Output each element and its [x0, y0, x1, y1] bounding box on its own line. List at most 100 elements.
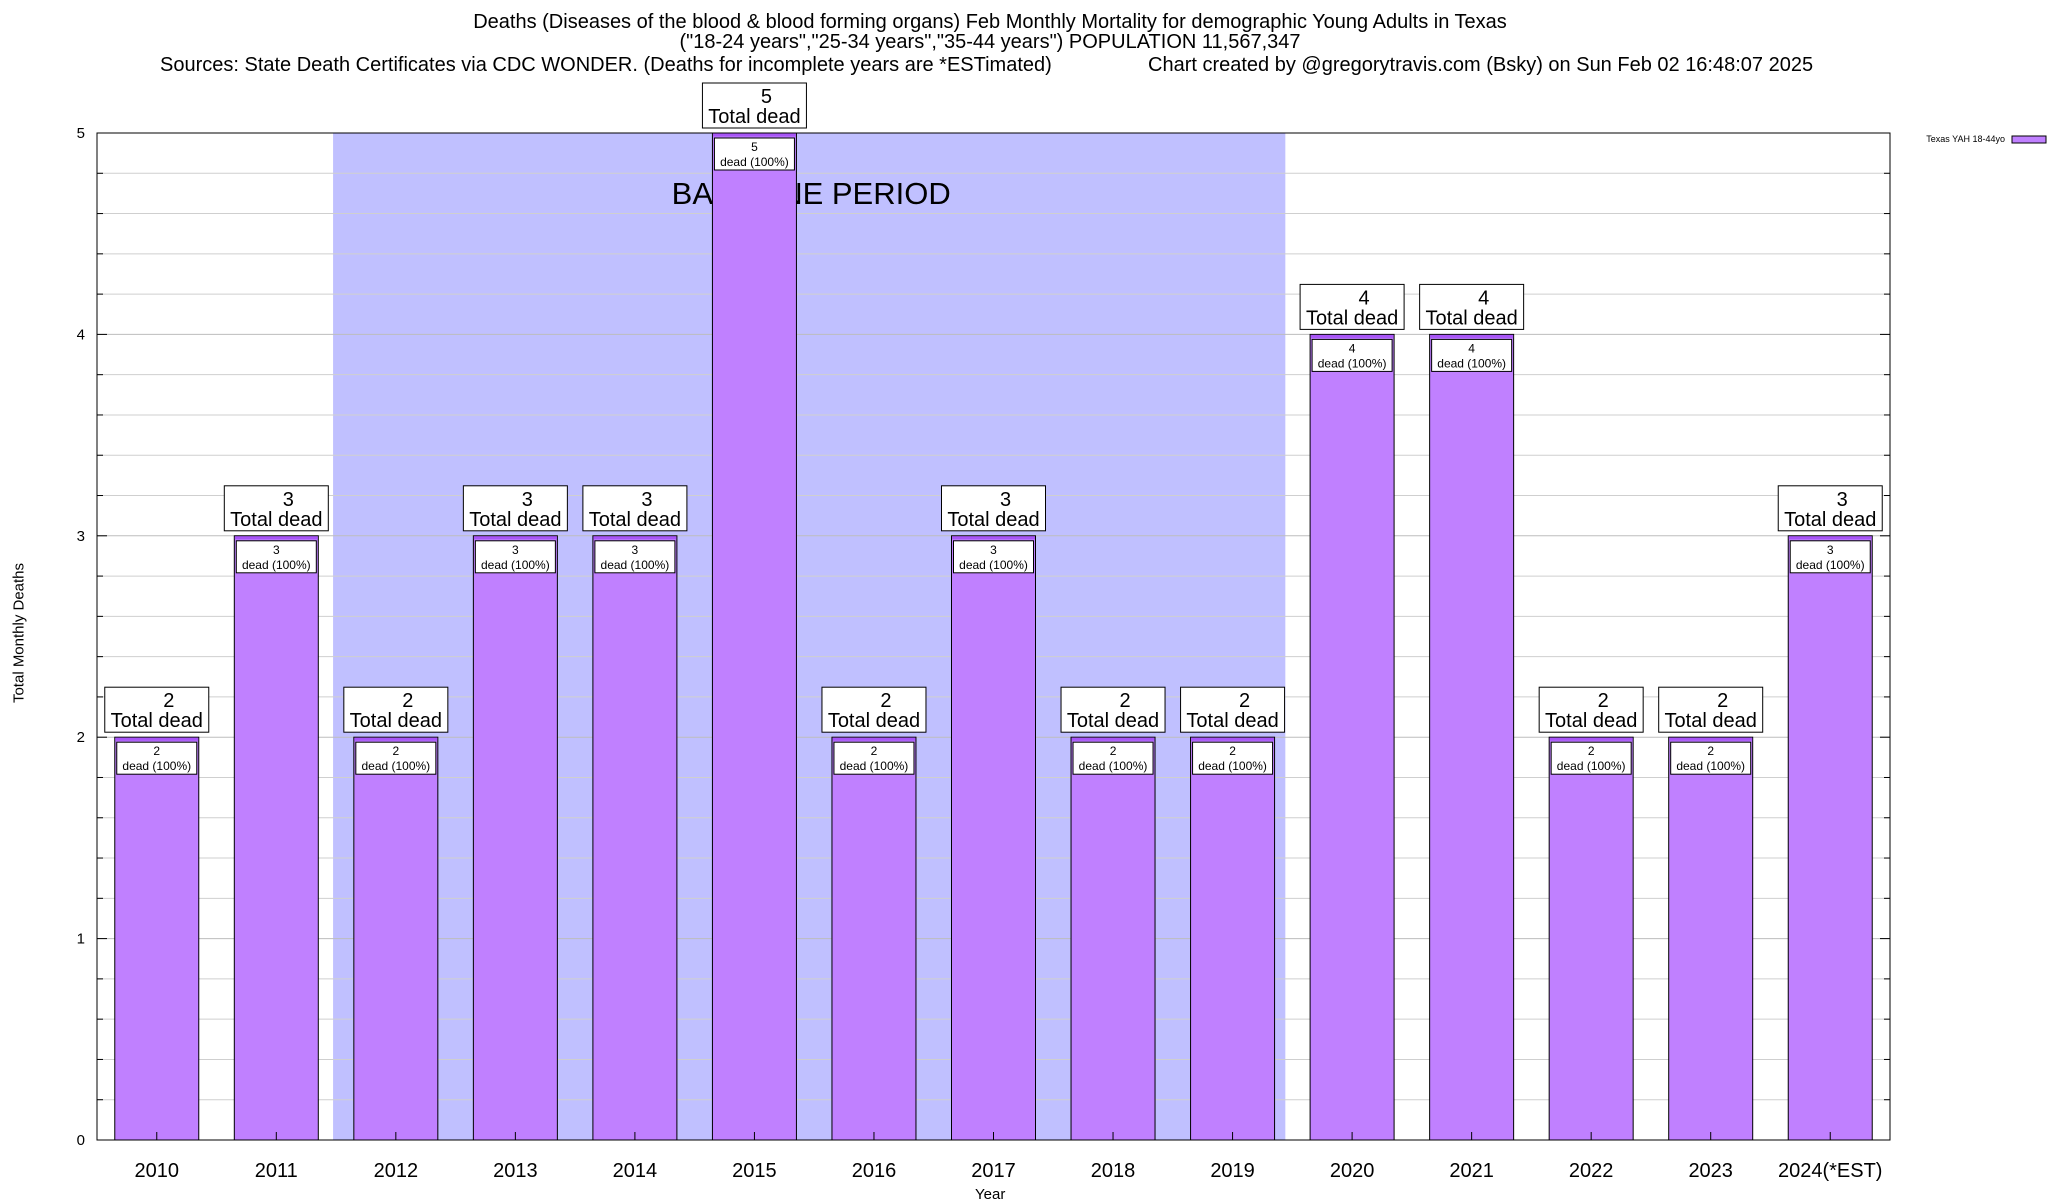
total-label-value: 2	[1119, 690, 1130, 712]
total-label-box	[941, 485, 1046, 532]
bar	[1548, 736, 1634, 1141]
bar-top-edge	[1071, 737, 1155, 741]
total-label-box	[223, 485, 329, 532]
total-label-box	[1180, 686, 1286, 733]
total-label-text: Total dead	[1665, 710, 1757, 732]
chart-title: Deaths (Diseases of the blood & blood fo…	[0, 12, 1980, 52]
total-label-value: 3	[283, 489, 294, 511]
x-tick-label: 2014	[613, 1160, 658, 1182]
bar-top-edge	[1549, 737, 1633, 741]
total-label-text: Total dead	[1545, 710, 1637, 732]
total-label-box	[1538, 686, 1644, 733]
inner-label-box	[953, 540, 1034, 574]
total-label-box	[1777, 485, 1883, 532]
x-tick-label: 2021	[1449, 1160, 1494, 1182]
x-tick-label: 2010	[135, 1160, 180, 1182]
bar-top-edge	[1430, 334, 1514, 338]
total-label-text: Total dead	[1186, 710, 1278, 732]
inner-label-box	[1431, 338, 1513, 372]
inner-label-value: 4	[1468, 341, 1475, 355]
y-tick-label: 2	[77, 729, 85, 746]
bar	[114, 736, 200, 1141]
total-label-text: Total dead	[111, 710, 203, 732]
total-label-value: 2	[1717, 690, 1728, 712]
x-tick-label: 2022	[1569, 1160, 1614, 1182]
bar	[353, 736, 439, 1141]
legend-label: Texas YAH 18-44yo	[1926, 134, 2005, 144]
total-label-box	[821, 686, 927, 733]
y-tick-label: 0	[77, 1132, 85, 1149]
inner-label-box	[235, 540, 317, 574]
inner-label-text: dead (100%)	[1198, 759, 1267, 773]
bar-top-edge	[832, 737, 916, 741]
total-label-text: Total dead	[589, 509, 681, 531]
total-label-text: Total dead	[1425, 307, 1517, 329]
inner-label-value: 2	[392, 744, 399, 758]
inner-label-value: 2	[153, 744, 160, 758]
total-label-text: Total dead	[1306, 307, 1398, 329]
inner-label-text: dead (100%)	[1676, 759, 1745, 773]
bar	[1429, 333, 1515, 1141]
bar	[1070, 736, 1156, 1141]
bar-top-edge	[234, 536, 318, 540]
x-tick-label: 2016	[852, 1160, 897, 1182]
total-label-value: 3	[1837, 489, 1848, 511]
total-label-value: 2	[1598, 690, 1609, 712]
title-line-2: ("18-24 years","25-34 years","35-44 year…	[679, 31, 1301, 53]
inner-label-value: 3	[512, 543, 519, 557]
bar	[711, 132, 797, 1141]
total-label-box	[701, 82, 807, 129]
inner-label-text: dead (100%)	[1437, 356, 1506, 370]
total-label-box	[462, 485, 568, 532]
total-label-value: 4	[1359, 287, 1370, 309]
total-label-text: Total dead	[350, 710, 442, 732]
bar-top-edge	[115, 737, 199, 741]
credit-note: Chart created by @gregorytravis.com (Bsk…	[1148, 54, 1814, 76]
bar	[1668, 736, 1754, 1141]
inner-label-text: dead (100%)	[242, 558, 311, 572]
inner-label-box	[1550, 741, 1632, 775]
inner-label-text: dead (100%)	[1079, 759, 1148, 773]
total-label-text: Total dead	[828, 710, 920, 732]
bar	[472, 535, 558, 1141]
inner-label-text: dead (100%)	[481, 558, 550, 572]
total-label-box	[582, 485, 688, 532]
inner-label-value: 4	[1349, 341, 1356, 355]
bar-top-edge	[1310, 334, 1394, 338]
y-tick-label: 5	[77, 125, 85, 142]
bar	[951, 535, 1036, 1141]
bar-top-edge	[1669, 737, 1753, 741]
inner-label-text: dead (100%)	[1318, 356, 1387, 370]
inner-label-text: dead (100%)	[361, 759, 430, 773]
inner-label-box	[1789, 540, 1871, 574]
inner-label-box	[474, 540, 556, 574]
inner-label-value: 2	[1229, 744, 1236, 758]
inner-label-value: 2	[871, 744, 878, 758]
inner-label-text: dead (100%)	[1796, 558, 1865, 572]
bar	[1190, 736, 1276, 1141]
plot-border	[96, 132, 1891, 1141]
inner-label-box	[1072, 741, 1154, 775]
x-tick-label: 2017	[971, 1160, 1016, 1182]
y-tick-label: 3	[77, 528, 85, 545]
inner-label-text: dead (100%)	[840, 759, 909, 773]
total-label-value: 3	[641, 489, 652, 511]
inner-label-value: 2	[1588, 744, 1595, 758]
total-label-text: Total dead	[469, 509, 561, 531]
inner-label-text: dead (100%)	[720, 155, 789, 169]
inner-label-value: 2	[1110, 744, 1117, 758]
legend-swatch	[2011, 135, 2047, 144]
total-label-value: 3	[1000, 489, 1011, 511]
bar	[1309, 333, 1395, 1141]
x-tick-label: 2012	[374, 1160, 419, 1182]
x-tick-label: 2019	[1210, 1160, 1255, 1182]
inner-label-value: 3	[632, 543, 639, 557]
bar	[592, 535, 678, 1141]
bar-top-edge	[712, 133, 796, 137]
y-tick-label: 1	[77, 931, 85, 948]
bar-top-edge	[593, 536, 677, 540]
total-label-text: Total dead	[947, 509, 1039, 531]
x-tick-label: 2018	[1091, 1160, 1136, 1182]
total-label-value: 2	[880, 690, 891, 712]
total-label-box	[1419, 283, 1525, 330]
